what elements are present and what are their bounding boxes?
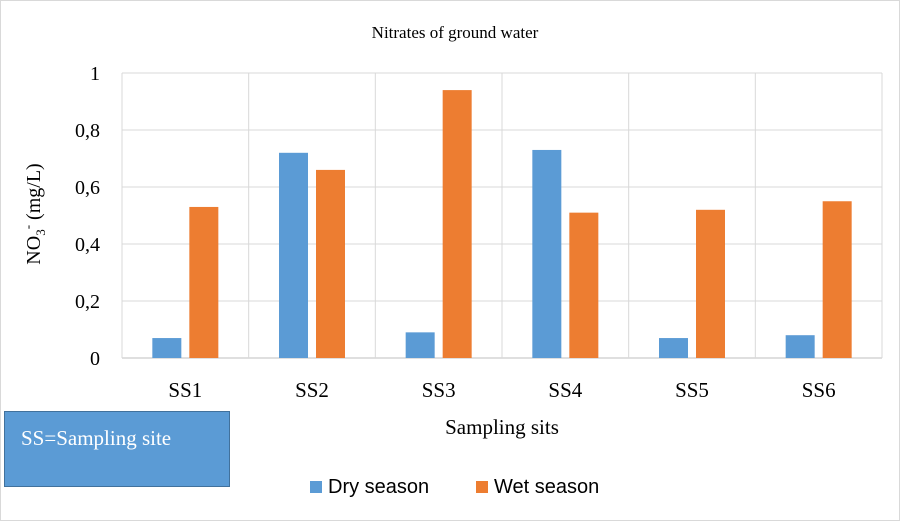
bar-dry-season-ss1 xyxy=(152,338,182,358)
legend-swatch xyxy=(476,481,488,493)
bar-wet-season-ss6 xyxy=(822,201,852,358)
x-tick-label: SS2 xyxy=(295,378,329,402)
legend-swatch xyxy=(310,481,322,493)
y-tick-label: 0,8 xyxy=(75,120,100,142)
x-tick-label: SS5 xyxy=(675,378,709,402)
note-box: SS=Sampling site xyxy=(4,411,230,487)
y-axis-label-unit: (mg/L) xyxy=(23,163,45,225)
y-axis-label-superscript: - xyxy=(20,225,35,229)
bar-wet-season-ss2 xyxy=(316,169,345,358)
legend: Dry season Wet season xyxy=(310,476,599,498)
bar-dry-season-ss6 xyxy=(785,335,815,358)
x-tick-label: SS4 xyxy=(548,378,582,402)
y-tick-label: 0,2 xyxy=(75,291,100,313)
y-tick-label: 0,4 xyxy=(75,234,100,256)
note-text: SS=Sampling site xyxy=(21,426,172,450)
bar-dry-season-ss5 xyxy=(659,338,688,358)
bar-dry-season-ss4 xyxy=(532,149,562,358)
legend-label: Wet season xyxy=(494,476,599,498)
x-tick-labels: SS1 SS2 SS3 SS4 SS5 SS6 xyxy=(168,378,835,402)
y-tick-label: 0 xyxy=(90,348,100,370)
bar-wet-season-ss1 xyxy=(189,206,219,358)
y-axis-label: NO3- (mg/L) xyxy=(20,163,48,264)
chart-title: Nitrates of ground water xyxy=(372,23,539,42)
legend-label: Dry season xyxy=(328,476,429,498)
x-tick-label: SS6 xyxy=(802,378,836,402)
gridlines xyxy=(121,72,883,359)
x-tick-label: SS3 xyxy=(422,378,456,402)
x-tick-label: SS1 xyxy=(168,378,202,402)
y-axis-label-main: NO xyxy=(23,236,45,265)
bar-wet-season-ss4 xyxy=(569,212,599,358)
bar-dry-season-ss3 xyxy=(405,332,435,358)
bars xyxy=(152,90,852,358)
y-tick-labels: 0 0,2 0,4 0,6 0,8 1 xyxy=(75,63,100,370)
bar-wet-season-ss5 xyxy=(696,209,725,358)
y-tick-label: 0,6 xyxy=(75,177,100,199)
bar-wet-season-ss3 xyxy=(442,90,472,358)
y-axis-label-subscript: 3 xyxy=(33,229,48,236)
bar-dry-season-ss2 xyxy=(279,152,308,358)
y-tick-label: 1 xyxy=(90,63,100,85)
x-axis-label: Sampling sits xyxy=(445,415,559,439)
